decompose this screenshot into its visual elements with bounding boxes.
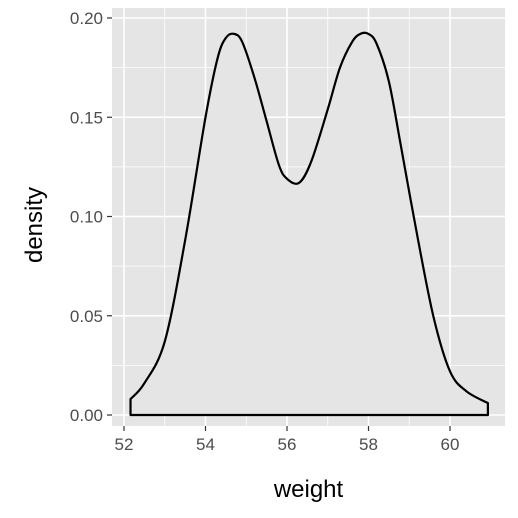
y-tick-label: 0.00: [70, 406, 103, 425]
x-tick-label: 56: [278, 435, 297, 454]
y-tick-label: 0.05: [70, 307, 103, 326]
x-axis-title: weight: [273, 476, 344, 503]
y-tick-label: 0.15: [70, 108, 103, 127]
x-tick-label: 54: [196, 435, 215, 454]
y-tick-label: 0.20: [70, 9, 103, 28]
y-axis-title: density: [21, 187, 48, 263]
x-tick-label: 52: [115, 435, 134, 454]
y-tick-label: 0.10: [70, 208, 103, 227]
x-axis: 52 54 56 58 60: [115, 426, 460, 454]
density-area: [129, 31, 489, 417]
x-tick-label: 60: [441, 435, 460, 454]
y-axis: 0.00 0.05 0.10 0.15 0.20: [70, 9, 112, 425]
x-tick-label: 58: [359, 435, 378, 454]
